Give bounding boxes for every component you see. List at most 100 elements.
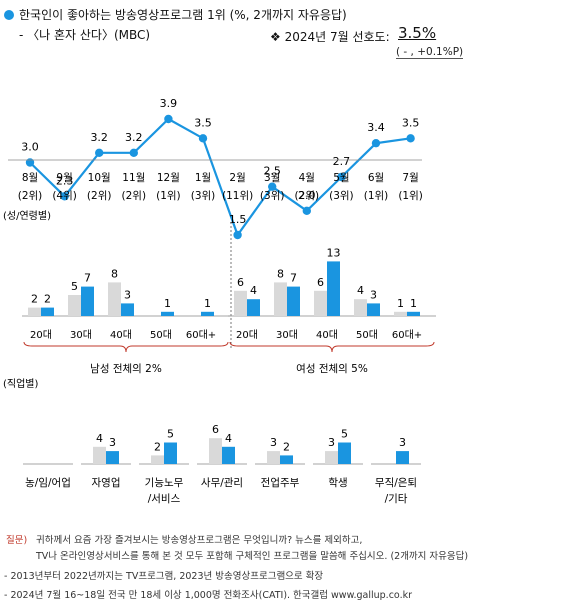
bar-program — [41, 307, 54, 316]
age-category-label: 60대+ — [186, 329, 216, 341]
month-label: 6월 — [368, 172, 384, 184]
job-bar-program-label: 2 — [283, 440, 290, 453]
job-bar-program-label: 4 — [225, 432, 232, 445]
preference-label: ❖ 2024년 7월 선호도: — [270, 30, 390, 44]
trend-value-label: 3.5 — [194, 116, 212, 129]
trend-value-label: 2.3 — [56, 174, 74, 187]
month-label: 7월 — [402, 172, 418, 184]
bar-all — [234, 290, 247, 316]
age-section-label: (성/연령별) — [3, 210, 51, 222]
month-label: 1월 — [195, 172, 211, 184]
age-category-label: 60대+ — [392, 329, 422, 341]
trend-value-label: 2.5 — [263, 165, 281, 178]
bar-program-label: 2 — [44, 293, 51, 306]
bar-program — [407, 311, 420, 316]
trend-point — [25, 158, 35, 167]
bar-all-label: 6 — [237, 276, 244, 289]
age-category-label: 30대 — [276, 329, 298, 341]
month-label: 9월 — [56, 172, 72, 184]
trend-value-label: 3.9 — [160, 97, 178, 110]
job-category-label: 사무/관리 — [201, 477, 243, 489]
trend-point — [233, 230, 242, 240]
month-label: 11월 — [122, 172, 145, 184]
bar-all — [274, 282, 287, 316]
bar-all-label: 8 — [111, 267, 118, 280]
job-category-label: 학생 — [328, 477, 347, 489]
job-category-label: 전업주부 — [261, 476, 300, 489]
job-bar-all-label: 3 — [328, 436, 335, 449]
age-category-label: 20대 — [236, 329, 258, 341]
age-category-label: 30대 — [70, 329, 92, 341]
title-bullet-icon — [4, 10, 14, 20]
job-bar-program — [280, 455, 293, 464]
age-category-label: 40대 — [110, 329, 132, 341]
trend-point — [95, 148, 104, 158]
chart-title: 한국인이 좋아하는 방송영상프로그램 1위 (%, 2개까지 자유응답) — [4, 6, 347, 23]
age-category-label: 50대 — [356, 329, 378, 341]
bar-all-label: 1 — [397, 297, 404, 310]
bar-all — [354, 299, 367, 316]
bar-program — [121, 303, 134, 316]
question-line-2: TV나 온라인영상서비스를 통해 본 것 모두 포함해 구체적인 프로그램을 말… — [36, 551, 469, 562]
trend-point — [302, 206, 311, 216]
bar-all — [28, 307, 41, 316]
trend-value-label: 3.4 — [367, 121, 385, 134]
bar-program-label: 13 — [327, 246, 341, 259]
job-section-label: (직업별) — [3, 377, 39, 390]
trend-point — [198, 134, 208, 143]
question-label: 질문) — [6, 535, 28, 546]
rank-label: (3위) — [329, 189, 354, 202]
rank-label: (3위) — [260, 189, 285, 202]
trend-value-label: 3.2 — [125, 131, 143, 144]
group-label: 남성 전체의 2% — [90, 363, 162, 375]
trend-value-label: 3.5 — [402, 116, 420, 129]
bar-program — [287, 286, 300, 316]
job-bar-all — [325, 451, 338, 464]
trend-value-label: 2.0 — [298, 189, 316, 202]
rank-label: (2위) — [295, 189, 320, 202]
job-bar-all-label: 6 — [212, 423, 219, 436]
bar-all-label: 5 — [71, 280, 78, 293]
group-bracket — [23, 341, 229, 353]
trend-point — [129, 148, 138, 158]
rank-label: (1위) — [156, 189, 181, 202]
title-text: 한국인이 좋아하는 방송영상프로그램 1위 — [19, 8, 226, 22]
rank-label: (2위) — [122, 189, 147, 202]
bar-program — [161, 311, 174, 316]
bar-all-label: 8 — [277, 267, 284, 280]
month-label: 10월 — [88, 172, 111, 184]
month-label: 4월 — [299, 172, 315, 184]
rank-label: (2위) — [18, 189, 43, 202]
month-label: 5월 — [333, 172, 349, 184]
trend-point — [268, 182, 277, 191]
job-bar-program — [106, 451, 119, 464]
rank-label: (2위) — [87, 189, 112, 202]
bar-program — [367, 303, 380, 316]
job-bar-all-label: 2 — [154, 440, 161, 453]
preference-value: 3.5% — [398, 24, 437, 42]
job-bar-all-label: 4 — [96, 432, 103, 445]
bar-program-label: 7 — [84, 272, 91, 285]
trend-point — [406, 134, 415, 143]
bar-program — [201, 311, 214, 316]
job-category-label: 기능노무/서비스 — [145, 477, 184, 505]
bar-program-label: 1 — [164, 297, 171, 310]
rank-label: (1위) — [398, 189, 423, 202]
program-name: - 〈나 혼자 산다〉(MBC) — [19, 28, 151, 42]
job-bar-program-label: 5 — [167, 428, 174, 441]
job-bar-program — [222, 446, 235, 464]
bar-all — [314, 290, 327, 316]
job-bar-program — [396, 451, 409, 464]
job-category-label: 농/임/어업 — [25, 476, 71, 489]
bar-all-label: 2 — [31, 293, 38, 306]
bar-program — [327, 261, 340, 316]
rank-label: (3위) — [191, 189, 216, 202]
job-category-label: 무직/은퇴/기타 — [375, 477, 417, 505]
footnote-2: - 2024년 7월 16~18일 전국 만 18세 이상 1,000명 전화조… — [4, 590, 412, 601]
trend-line-chart: 3.0 8월 (2위) 2.39월 (4위) 3.2 10월 (2위) 3.2 11월 (2위) 3.… — [8, 97, 423, 240]
job-bar-all — [93, 446, 106, 464]
bar-program-label: 1 — [410, 297, 417, 310]
bar-program-label: 7 — [290, 272, 297, 285]
